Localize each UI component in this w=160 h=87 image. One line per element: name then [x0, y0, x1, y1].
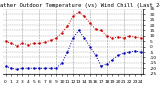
Title: Milwaukee Weather Outdoor Temperature (vs) Wind Chill (Last 24 Hours): Milwaukee Weather Outdoor Temperature (v… [0, 3, 160, 8]
